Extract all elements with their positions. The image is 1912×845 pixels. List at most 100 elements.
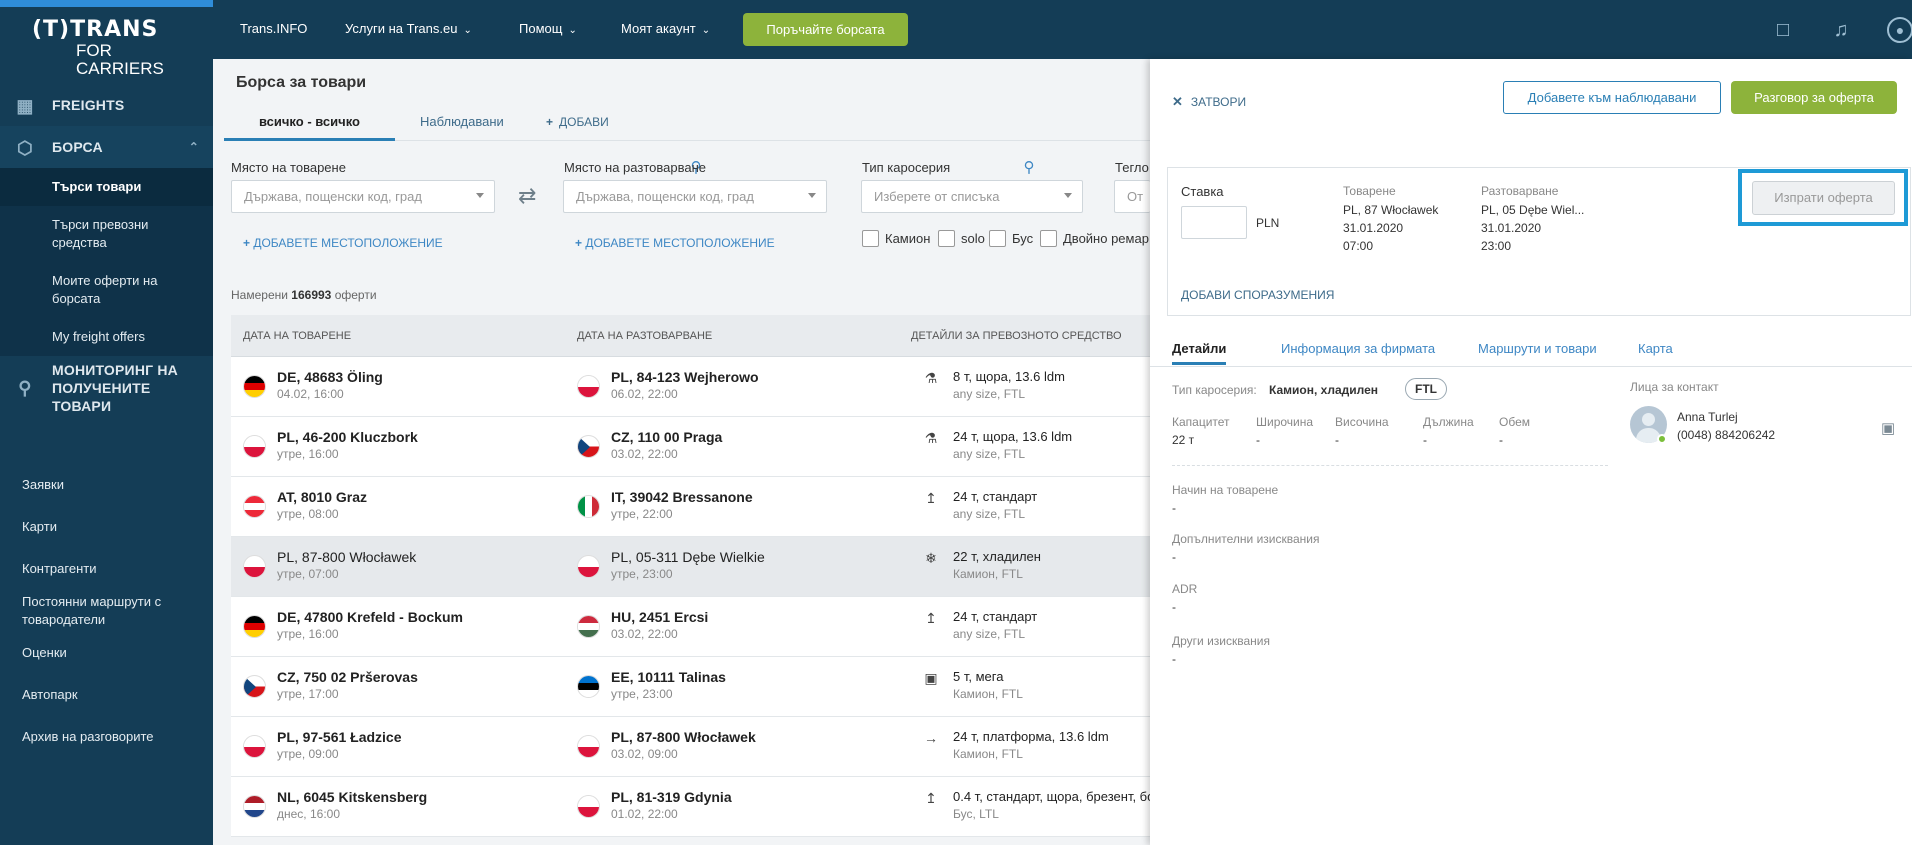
nav-link-account[interactable]: Моят акаунт ⌄ (621, 21, 710, 36)
checkbox-truck[interactable]: Камион (862, 230, 930, 247)
add-to-watched-button[interactable]: Добавете към наблюдавани (1503, 81, 1721, 114)
table-row[interactable]: PL, 87-800 Włocławek утре, 07:00 PL, 05-31… (231, 537, 1150, 597)
row-to-date: 03.02, 22:00 (611, 627, 678, 641)
capacity-label: Капацитет (1172, 415, 1230, 429)
chevron-down-icon: ⌄ (463, 25, 472, 36)
row-to-date: 03.02, 22:00 (611, 447, 678, 461)
tab-company-info[interactable]: Информация за фирмата (1281, 341, 1436, 356)
row-to: PL, 05-311 Dębe Wielkie (611, 549, 765, 565)
add-unloading-location-link[interactable]: + ДОБАВЕТЕ МЕСТОПОЛОЖЕНИЕ (575, 236, 775, 250)
sidebar-sub-search-vehicles[interactable]: Търси превозни средства (52, 217, 149, 250)
row-vehicle-type: any size, FTL (953, 507, 1026, 521)
sidebar-item-monitoring[interactable]: ⚲ МОНИТОРИНГ НА ПОЛУЧЕНИТЕ ТОВАРИ (0, 356, 213, 420)
checkbox-label: solo (961, 231, 985, 246)
nav-link-transinfo[interactable]: Trans.INFO (240, 21, 308, 36)
nav-link-label: Помощ (519, 21, 563, 36)
sidebar-sub-my-freight-offers[interactable]: My freight offers (52, 329, 145, 344)
checkbox-solo[interactable]: solo (938, 230, 985, 247)
table-row[interactable]: CZ, 750 02 Pršerovas утре, 17:00 EE, 10111… (231, 657, 1150, 717)
body-type-select[interactable]: Изберете от списъка (861, 180, 1083, 213)
table-row[interactable]: NL, 6045 Kitskensberg днес, 16:00 PL, 81-3… (231, 777, 1150, 837)
chat-icon[interactable]: □ (1776, 19, 1790, 41)
bell-icon[interactable]: ♫ (1833, 19, 1849, 41)
table-row[interactable]: AT, 8010 Graz утре, 08:00 IT, 39042 Bressa… (231, 477, 1150, 537)
tab-watched[interactable]: Наблюдавани (420, 114, 504, 129)
chevron-down-icon: ⌄ (701, 25, 711, 36)
chat-about-offer-button[interactable]: Разговор за оферта (1731, 81, 1897, 114)
checkbox-box[interactable] (938, 230, 955, 247)
sidebar: (T)TRANS FOR CARRIERS ▦ FREIGHTS ⬡ БОРСА… (0, 0, 213, 845)
monitoring-icon: ⚲ (18, 378, 32, 398)
tab-all[interactable]: всичко - всичко (224, 107, 395, 141)
tab-details[interactable]: Детайли (1172, 341, 1227, 365)
sidebar-main-nav: ▦ FREIGHTS ⬡ БОРСА ⌃ Търси товари Търси … (0, 84, 213, 420)
swap-icon[interactable]: ⇄ (518, 183, 537, 208)
row-to-date: 03.02, 09:00 (611, 747, 678, 761)
sidebar-sub-my-offers[interactable]: Моите оферти на борсата (52, 273, 158, 306)
table-row[interactable]: DE, 47800 Krefeld - Bockum утре, 16:00 HU,… (231, 597, 1150, 657)
table-row[interactable]: PL, 97-561 Ładzice утре, 09:00 PL, 87-800 … (231, 717, 1150, 777)
price-input[interactable] (1181, 206, 1247, 239)
row-vehicle: 24 т, стандарт (953, 609, 1038, 624)
row-vehicle: 8 т, щора, 13.6 ldm (953, 369, 1065, 384)
curtain-truck-icon: ⚗ (924, 430, 938, 446)
sidebar-item-exchange[interactable]: ⬡ БОРСА ⌃ (0, 126, 213, 168)
sidebar-item-orders[interactable]: Заявки (22, 477, 64, 492)
sidebar-item-chat-archive[interactable]: Архив на разговорите (22, 729, 154, 744)
offer-form: Ставка PLN Товарене PL, 87 Włocławek 31.… (1167, 167, 1911, 316)
col-loading-date[interactable]: ДАТА НА ТОВАРЕНЕ (243, 330, 352, 342)
sidebar-item-contractors[interactable]: Контрагенти (22, 561, 97, 576)
sidebar-item-freights[interactable]: ▦ FREIGHTS (0, 84, 213, 126)
capacity-value: 22 т (1172, 433, 1195, 447)
user-icon[interactable]: ● (1887, 17, 1912, 43)
checkbox-double-trailer[interactable]: Двойно ремар (1040, 230, 1150, 247)
loading-place-input[interactable]: Държава, пощенски код, град (231, 180, 495, 213)
tab-map[interactable]: Карта (1638, 341, 1673, 356)
currency-label: PLN (1256, 216, 1280, 230)
checkbox-box[interactable] (1040, 230, 1057, 247)
row-from-date: утре, 16:00 (277, 627, 339, 641)
sidebar-sub-search-freights[interactable]: Търси товари (0, 168, 213, 206)
close-button[interactable]: ✕ ЗАТВОРИ (1172, 94, 1246, 110)
upload-icon: ↥ (925, 790, 937, 806)
dropdown-arrow-icon (476, 193, 484, 198)
platform-icon: → (924, 730, 938, 746)
nav-link-help[interactable]: Помощ ⌄ (519, 21, 577, 36)
flag-pl-icon (243, 735, 266, 758)
chat-bubble-icon[interactable]: ▣ (1881, 420, 1896, 437)
table-row[interactable]: DE, 48683 Öling 04.02, 16:00 PL, 84-123 We… (231, 357, 1150, 417)
sidebar-item-ratings[interactable]: Оценки (22, 645, 67, 660)
location-pin-icon[interactable]: ⚲ (1023, 159, 1035, 176)
loading-place-label: Място на товарене (231, 160, 346, 175)
flag-ee-icon (577, 675, 600, 698)
weight-from-input[interactable]: От (1114, 180, 1150, 213)
row-to: HU, 2451 Ercsi (611, 609, 709, 625)
table-body: DE, 48683 Öling 04.02, 16:00 PL, 84-123 We… (231, 357, 1150, 837)
curtain-truck-icon: ⚗ (924, 370, 938, 386)
top-navbar: Trans.INFO Услуги на Trans.eu ⌄ Помощ ⌄ Мо… (213, 0, 1912, 59)
plus-icon: + (243, 236, 254, 250)
tab-add[interactable]: + ДОБАВИ (546, 107, 609, 141)
plus-icon: + (546, 115, 554, 129)
send-offer-button[interactable]: Изпрати оферта (1752, 181, 1895, 215)
unloading-place-input[interactable]: Държава, пощенски код, град (563, 180, 827, 213)
row-vehicle-type: any size, FTL (953, 627, 1026, 641)
trans-logo[interactable]: (T)TRANS FOR CARRIERS (32, 18, 192, 78)
sidebar-item-routes[interactable]: Постоянни маршрути с товародатели (22, 594, 162, 627)
sidebar-item-maps[interactable]: Карти (22, 519, 57, 534)
tab-routes-freights[interactable]: Маршрути и товари (1478, 341, 1597, 356)
location-pin-icon[interactable]: ⚲ (690, 159, 702, 176)
order-exchange-button[interactable]: Поръчайте борсата (743, 13, 908, 46)
checkbox-van[interactable]: Бус (989, 230, 1033, 247)
add-agreements-link[interactable]: ДОБАВИ СПОРАЗУМЕНИЯ (1181, 288, 1335, 302)
add-loading-location-link[interactable]: + ДОБАВЕТЕ МЕСТОПОЛОЖЕНИЕ (243, 236, 443, 250)
table-row[interactable]: PL, 46-200 Kluczbork утре, 16:00 CZ, 110 0… (231, 417, 1150, 477)
divider (1172, 465, 1608, 466)
extra-requirements-label: Допълнителни изисквания (1172, 532, 1320, 546)
checkbox-box[interactable] (862, 230, 879, 247)
col-unloading-date[interactable]: ДАТА НА РАЗТОВАРВАНЕ (577, 330, 713, 342)
nav-link-services[interactable]: Услуги на Trans.eu ⌄ (345, 21, 472, 36)
checkbox-box[interactable] (989, 230, 1006, 247)
upload-icon: ↥ (925, 610, 937, 626)
sidebar-item-fleet[interactable]: Автопарк (22, 687, 78, 702)
